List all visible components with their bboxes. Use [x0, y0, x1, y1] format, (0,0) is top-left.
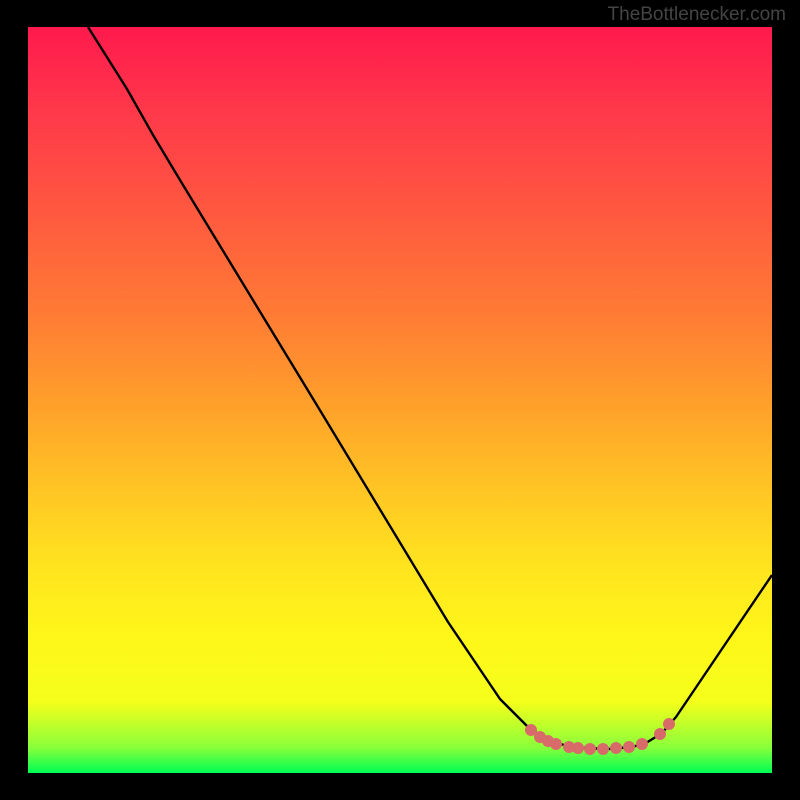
bottleneck-chart — [28, 27, 772, 773]
marker-point — [655, 729, 666, 740]
marker-point — [551, 739, 562, 750]
marker-point — [637, 739, 648, 750]
marker-point — [526, 725, 537, 736]
marker-point — [664, 719, 675, 730]
marker-point — [585, 744, 596, 755]
marker-point — [573, 743, 584, 754]
attribution-text: TheBottlenecker.com — [608, 4, 786, 26]
marker-point — [611, 743, 622, 754]
marker-point — [598, 744, 609, 755]
marker-point — [624, 742, 635, 753]
chart-background — [28, 27, 772, 773]
chart-plot-area — [28, 27, 772, 773]
